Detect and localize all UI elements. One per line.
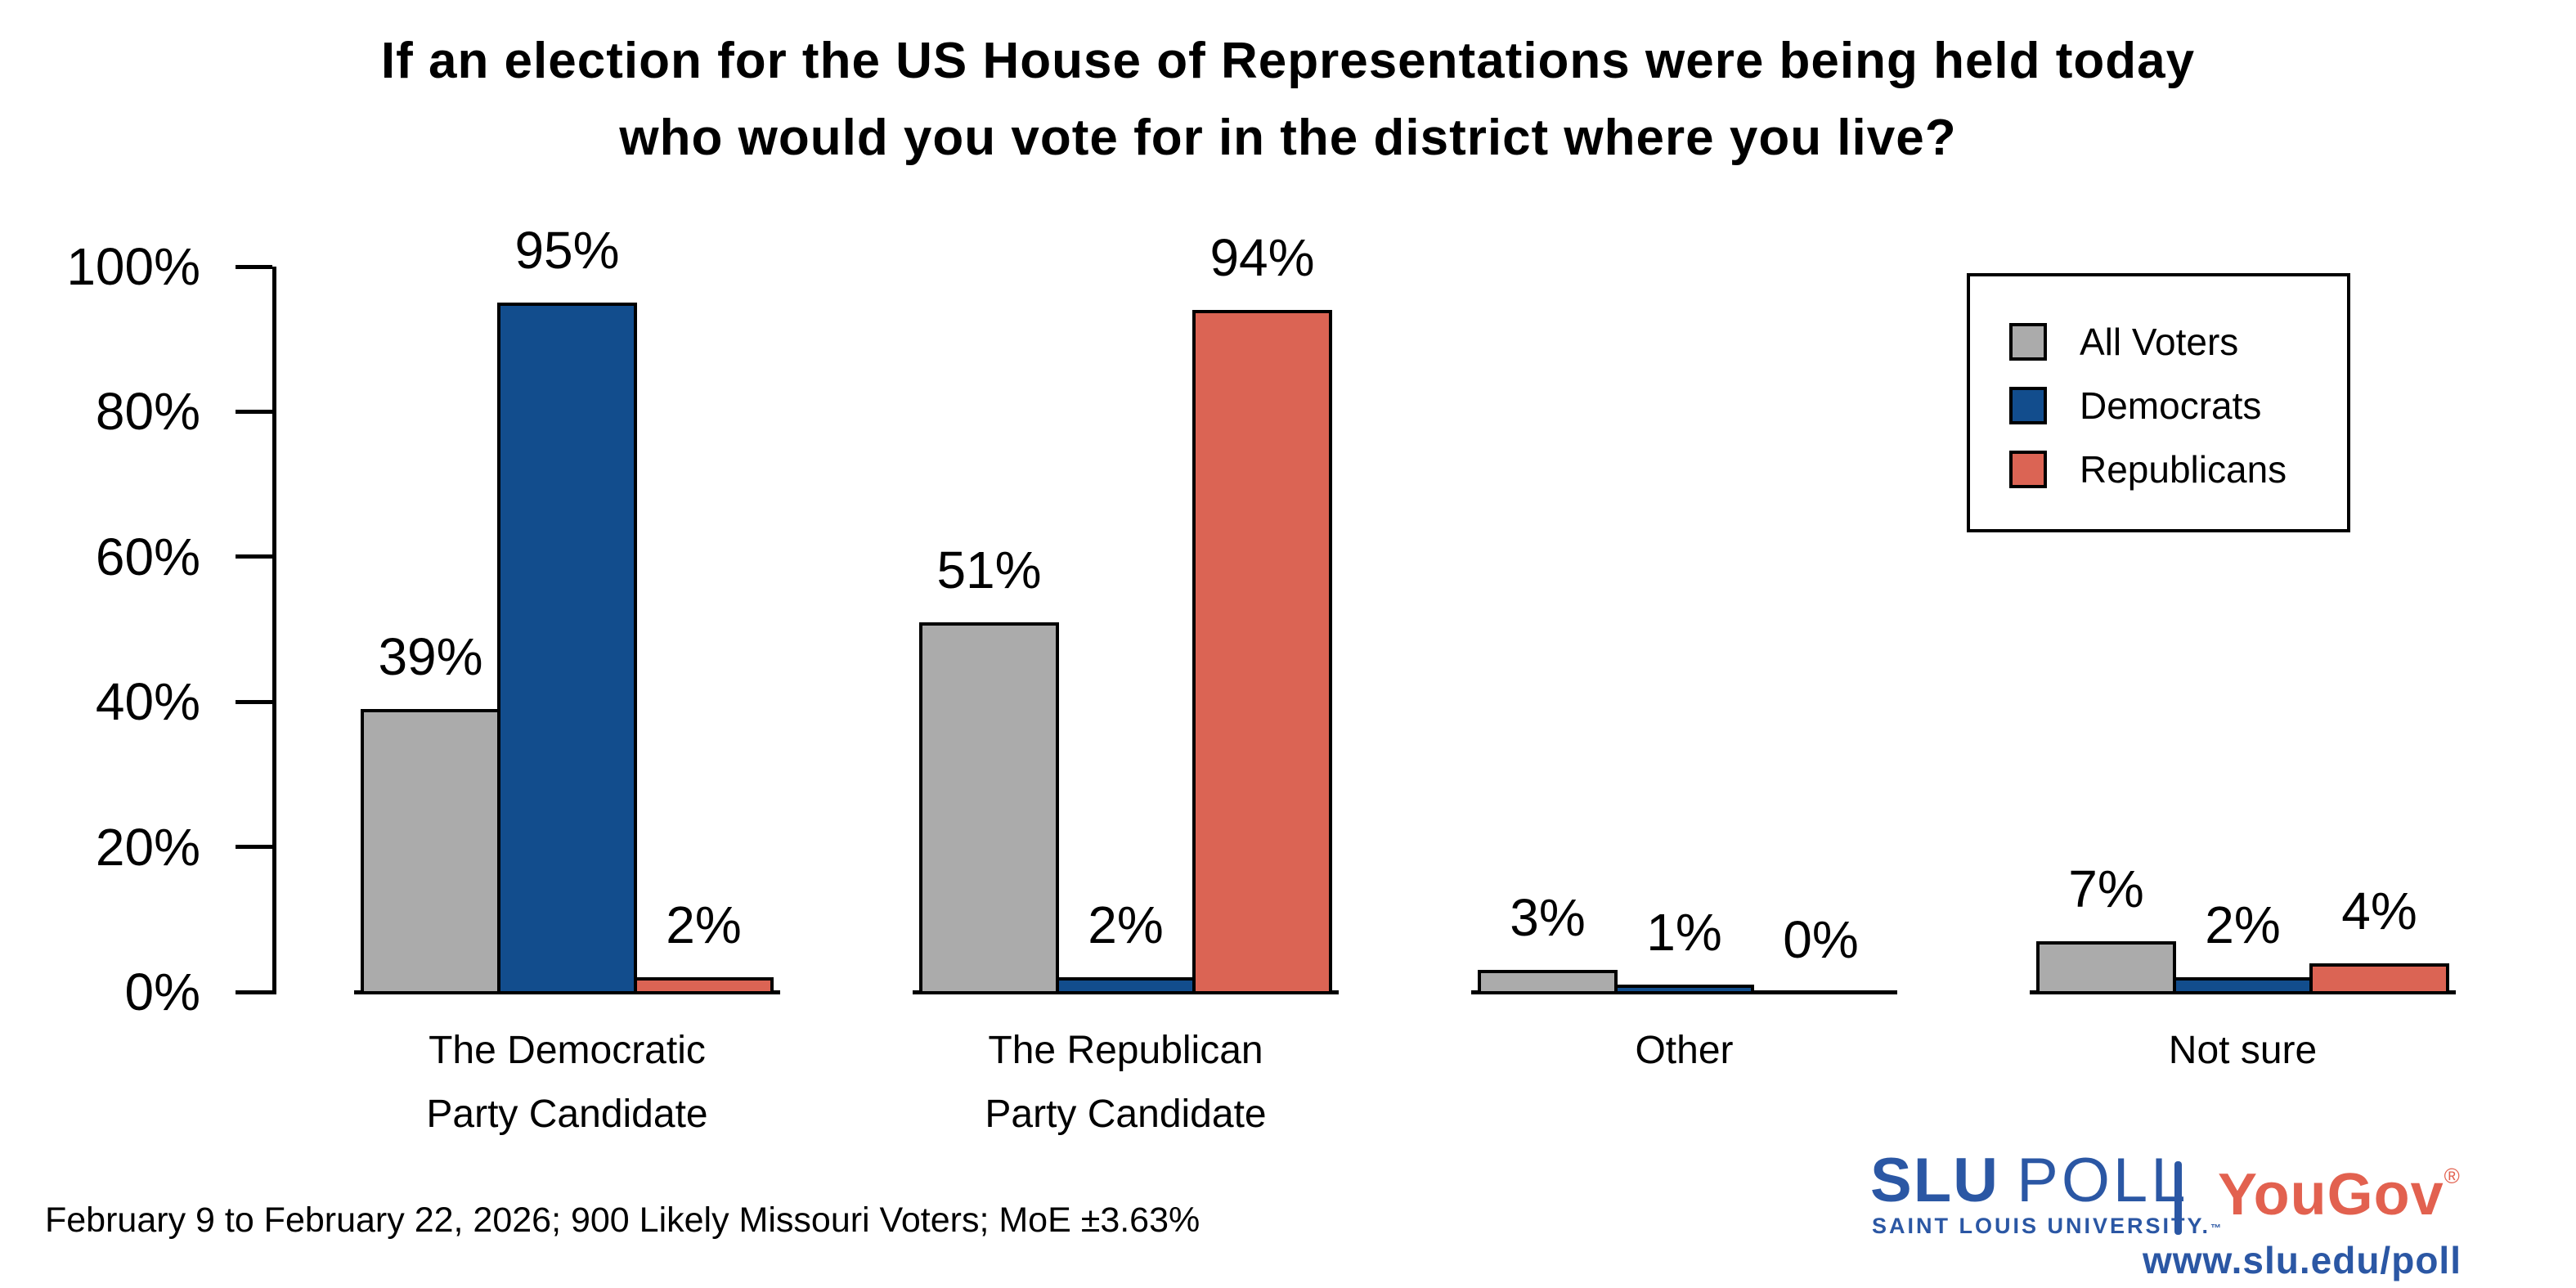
bar-all-voters [919, 622, 1059, 994]
bar-democrats [1614, 985, 1754, 994]
legend-item-all-voters: All Voters [1970, 316, 2347, 367]
bar-value-label: 2% [2205, 895, 2281, 955]
y-axis-tick-label: 100% [66, 237, 200, 296]
category-label: Other [1423, 1019, 1946, 1083]
bar-republicans [2309, 963, 2449, 994]
bar-value-label: 39% [378, 627, 483, 687]
category-label-line: Other [1635, 1029, 1734, 1072]
legend-label: Democrats [2080, 384, 2262, 427]
bar-value-label: 51% [936, 540, 1042, 599]
y-axis-tick-label: 0% [124, 963, 201, 1021]
category-label-line: The Democratic [429, 1029, 706, 1072]
bar-value-label: 1% [1646, 903, 1722, 963]
trademark-symbol: ™ [2210, 1222, 2222, 1234]
bar-democrats [2173, 977, 2313, 994]
bar-all-voters [2036, 940, 2176, 994]
bar-all-voters [1478, 970, 1618, 994]
bar-value-label: 2% [666, 895, 742, 955]
legend-item-democrats: Democrats [1970, 380, 2347, 431]
legend-swatch [2009, 323, 2047, 361]
bar-value-label: 4% [2341, 881, 2417, 940]
slu-poll-url: www.slu.edu/poll [2143, 1239, 2462, 1281]
y-axis-tick-label: 40% [95, 672, 200, 732]
legend-swatch [2009, 387, 2047, 424]
bar-value-label: 3% [1510, 888, 1586, 948]
chart-title: If an election for the US House of Repre… [0, 23, 2576, 177]
slu-poll-logo-slu: SLU [1870, 1146, 1999, 1215]
y-axis-tick-label: 80% [95, 382, 200, 442]
registered-symbol: ® [2444, 1164, 2461, 1188]
legend: All Voters Democrats Republicans [1967, 273, 2350, 532]
chart-title-line2: who would you vote for in the district w… [619, 110, 1957, 166]
legend-label: All Voters [2080, 321, 2239, 363]
category-label-line: Not sure [2168, 1029, 2318, 1072]
y-axis-tick [236, 845, 272, 850]
bar-value-label: 7% [2068, 859, 2144, 918]
y-axis-tick-label: 20% [95, 817, 200, 877]
chart-title-line1: If an election for the US House of Repre… [380, 33, 2196, 89]
y-axis-tick [236, 409, 272, 414]
legend-label: Republicans [2080, 448, 2287, 491]
bar-republicans [1192, 310, 1332, 994]
slu-subtitle-text: SAINT LOUIS UNIVERSITY. [1872, 1214, 2211, 1238]
category-label: The Democratic Party Candidate [306, 1019, 829, 1147]
bar-republicans [634, 977, 774, 994]
bar-value-label: 94% [1209, 228, 1315, 288]
slu-poll-logo: SLU POLL [1870, 1148, 2188, 1214]
bar-value-label: 0% [1783, 910, 1859, 969]
legend-item-republicans: Republicans [1970, 444, 2347, 495]
legend-swatch [2009, 451, 2047, 488]
y-axis-tick [236, 264, 272, 269]
slu-subtitle: SAINT LOUIS UNIVERSITY.™ [1872, 1214, 2221, 1239]
y-axis-tick [236, 699, 272, 704]
category-label-line: The Republican [988, 1029, 1263, 1072]
bar-value-label: 2% [1088, 895, 1164, 955]
brand-divider [2174, 1161, 2182, 1235]
category-label-line: Party Candidate [985, 1093, 1267, 1136]
bar-democrats [1056, 977, 1196, 994]
yougov-logo-text: YouGov [2218, 1162, 2444, 1227]
y-axis-tick-label: 60% [95, 527, 200, 586]
category-label: The Republican Party Candidate [864, 1019, 1388, 1147]
bar-value-label: 95% [514, 221, 620, 280]
y-axis-tick [236, 990, 272, 994]
yougov-logo: YouGov® [2218, 1161, 2461, 1228]
source-note: February 9 to February 22, 2026; 900 Lik… [45, 1200, 1200, 1240]
slu-poll-logo-poll: POLL [2017, 1146, 2189, 1215]
y-axis-tick [236, 554, 272, 559]
category-label: Not sure [1981, 1019, 2505, 1083]
bar-democrats [497, 303, 637, 994]
y-axis-line [272, 267, 276, 994]
bar-all-voters [361, 709, 500, 994]
category-label-line: Party Candidate [426, 1093, 708, 1136]
